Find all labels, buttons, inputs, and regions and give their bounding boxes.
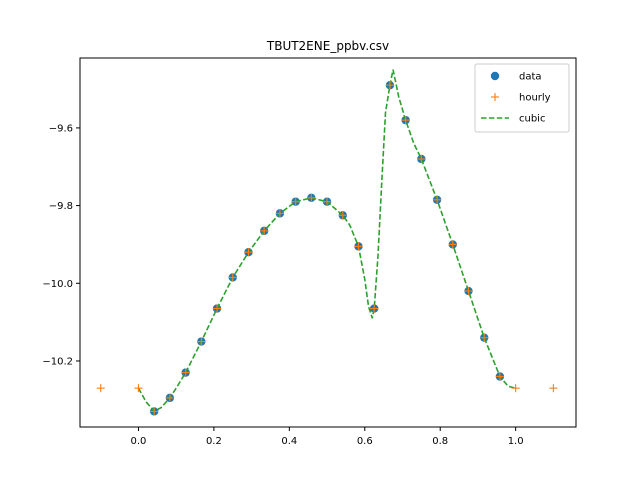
hourly-point [291,197,300,206]
legend-label-cubic: cubic [519,114,545,125]
x-tick-label: 0.0 [131,436,147,447]
hourly-point [385,81,394,90]
hourly-point [511,384,520,393]
hourly-point [150,407,159,416]
hourly-point [549,384,558,393]
x-tick-label: 0.4 [281,436,297,447]
hourly-point [370,304,379,313]
hourly-point [260,226,269,235]
hourly-point [275,209,284,218]
legend-data-marker [490,71,500,81]
y-tick-label: −9.8 [49,201,73,212]
hourly-point [448,240,457,249]
hourly-point [134,384,143,393]
y-tick-label: −10.2 [42,356,73,367]
hourly-point [401,116,410,125]
hourly-point [307,193,316,202]
x-tick-label: 0.8 [432,436,448,447]
hourly-point [165,393,174,402]
hourly-point [338,211,347,220]
legend-hourly-marker [491,93,499,101]
y-axis: −9.6 −9.8 −10.0 −10.2 [42,123,80,367]
hourly-point [197,337,206,346]
legend: data hourly cubic [474,63,570,133]
hourly-point [433,195,442,204]
legend-box [474,63,570,133]
hourly-point [417,154,426,163]
x-tick-label: 0.2 [206,436,222,447]
legend-label-hourly: hourly [519,93,551,104]
x-tick-label: 1.0 [508,436,524,447]
y-tick-label: −9.6 [49,123,73,134]
hourly-point [480,333,489,342]
legend-label-data: data [519,72,542,83]
hourly-point [96,384,105,393]
hourly-point [323,197,332,206]
axes-frame [79,57,577,428]
hourly-point [354,242,363,251]
hourly-point [495,372,504,381]
hourly-point [228,273,237,282]
plot-area [96,69,558,416]
chart-title: TBUT2ENE_ppbv.csv [266,39,389,53]
y-tick-label: −10.0 [42,279,73,290]
hourly-point [213,304,222,313]
hourly-point [244,248,253,257]
hourly-point [181,368,190,377]
x-axis: 0.0 0.2 0.4 0.6 0.8 1.0 [131,427,524,447]
x-tick-label: 0.6 [357,436,373,447]
hourly-point [464,287,473,296]
cubic-line [137,69,516,413]
